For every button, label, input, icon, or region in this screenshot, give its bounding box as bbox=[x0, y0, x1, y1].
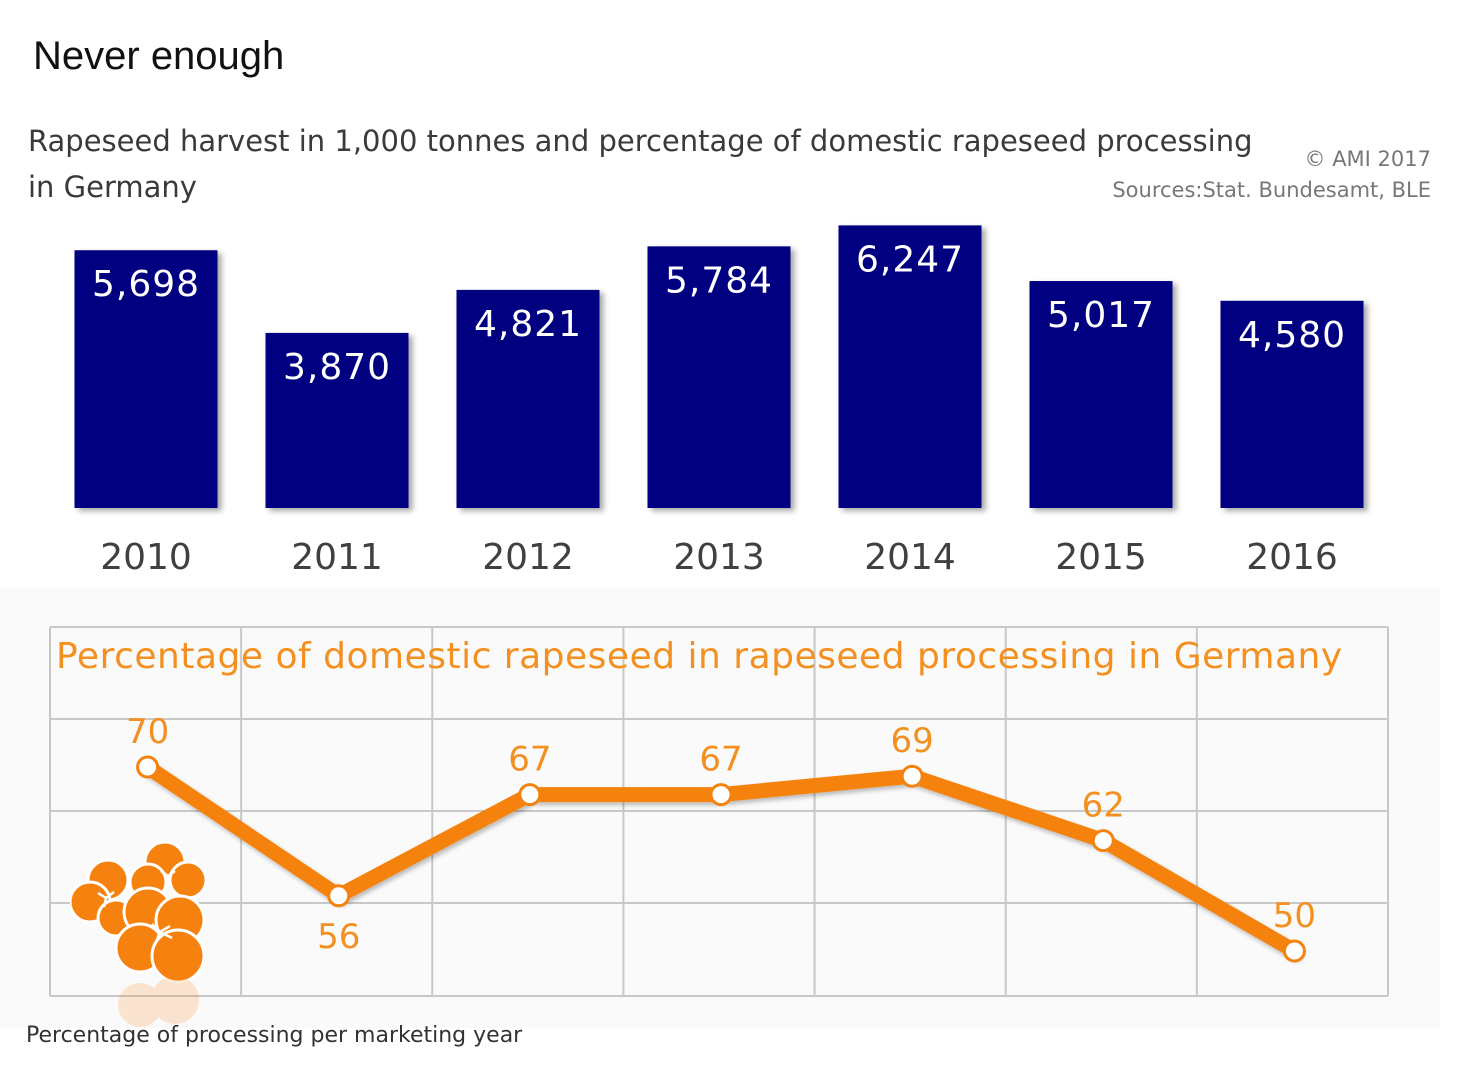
line-chart: 70 56 67 67 69 62 50 bbox=[49, 626, 1389, 997]
bar-2015 bbox=[1029, 281, 1173, 508]
x-tick-label: 2010 bbox=[100, 537, 192, 578]
line-point-2013 bbox=[709, 783, 733, 807]
line-point-2016 bbox=[1282, 939, 1306, 963]
page-title: Never enough bbox=[33, 34, 285, 78]
line-point-2010 bbox=[136, 755, 160, 779]
x-tick-label: 2013 bbox=[673, 537, 765, 578]
line-value-label: 70 bbox=[126, 712, 169, 752]
bar-2011 bbox=[265, 332, 409, 508]
line-point-2015 bbox=[1091, 829, 1115, 853]
line-value-label: 67 bbox=[508, 740, 551, 780]
footnote: Percentage of processing per marketing y… bbox=[26, 1023, 523, 1048]
bar-value-label: 5,784 bbox=[665, 260, 773, 301]
bar-value-label: 5,698 bbox=[92, 264, 200, 305]
bar-chart: 5,698 2010 3,870 2011 4,821 2012 5,784 2013 6,24… bbox=[74, 225, 1364, 578]
line-point-2011 bbox=[327, 884, 351, 908]
line-point-2014 bbox=[900, 764, 924, 788]
bar-value-label: 3,870 bbox=[283, 347, 391, 388]
bar-value-label: 4,821 bbox=[474, 304, 582, 345]
copyright-text: © AMI 2017 bbox=[1304, 147, 1431, 171]
line-value-label: 62 bbox=[1082, 786, 1125, 826]
line-chart-title: Percentage of domestic rapeseed in rapes… bbox=[56, 636, 1343, 677]
sources-text: Sources:Stat. Bundesamt, BLE bbox=[1112, 178, 1431, 202]
line-value-label: 56 bbox=[317, 917, 360, 957]
bar-2013 bbox=[647, 246, 791, 509]
chart-subtitle: Rapeseed harvest in 1,000 tonnes and per… bbox=[28, 124, 1253, 204]
rapeseed-flower-icon bbox=[70, 840, 208, 1027]
bar-2014 bbox=[838, 225, 982, 508]
bar-2010 bbox=[74, 250, 218, 508]
bar-value-label: 4,580 bbox=[1238, 315, 1346, 356]
x-tick-label: 2012 bbox=[482, 537, 574, 578]
bar-2012 bbox=[456, 289, 600, 508]
line-chart-grid bbox=[49, 626, 1389, 997]
line-point-2012 bbox=[518, 783, 542, 807]
line-value-label: 67 bbox=[699, 740, 742, 780]
line-value-label: 69 bbox=[891, 721, 934, 761]
x-tick-label: 2015 bbox=[1055, 537, 1147, 578]
bar-2016 bbox=[1220, 300, 1364, 508]
credit-block: © AMI 2017 Sources:Stat. Bundesamt, BLE bbox=[1112, 144, 1431, 206]
line-chart-panel bbox=[0, 588, 1440, 1028]
bar-series: 5,698 2010 3,870 2011 4,821 2012 5,784 2013 6,24… bbox=[74, 225, 1364, 578]
bar-value-label: 6,247 bbox=[856, 239, 964, 280]
bar-value-label: 5,017 bbox=[1047, 295, 1155, 336]
x-tick-label: 2011 bbox=[291, 537, 383, 578]
line-series: 70 56 67 67 69 62 50 bbox=[126, 712, 1316, 963]
x-tick-label: 2016 bbox=[1246, 537, 1338, 578]
x-tick-label: 2014 bbox=[864, 537, 956, 578]
line-value-label: 50 bbox=[1273, 896, 1316, 936]
